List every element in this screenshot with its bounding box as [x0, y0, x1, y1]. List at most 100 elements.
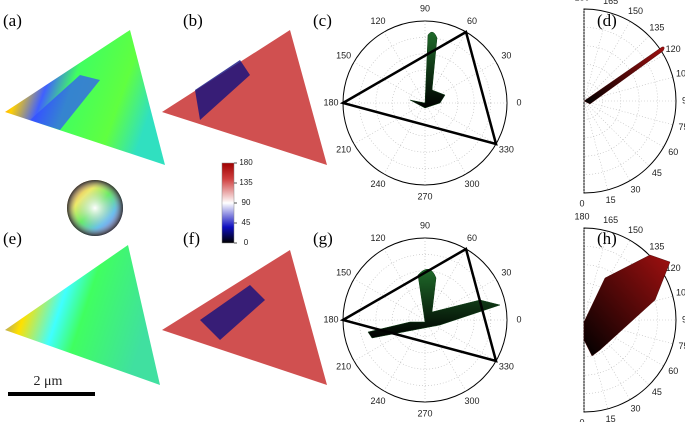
angle-label: 135	[649, 23, 664, 33]
domain	[30, 75, 100, 130]
color-wheel-shade	[67, 180, 123, 236]
polar-frame	[583, 8, 677, 194]
angle-label: 180	[574, 0, 589, 2]
polar-grid-spoke	[424, 319, 467, 392]
colorbar-tick-label: 135	[239, 178, 253, 187]
polar-grid-spoke	[353, 61, 426, 104]
panel-label: (f)	[183, 229, 200, 248]
angle-label: 90	[682, 95, 685, 105]
colorbar	[221, 162, 235, 244]
angle-label: 0	[579, 198, 584, 208]
polar-grid-spoke	[583, 35, 650, 102]
polar-grid-spoke	[583, 100, 664, 148]
angle-map	[162, 30, 327, 165]
angle-label: 165	[603, 0, 618, 6]
angle-label: 60	[668, 366, 678, 376]
angle-label: 270	[417, 408, 432, 418]
angle-label: 240	[370, 179, 385, 189]
polar-grid-ring	[391, 286, 459, 354]
polar-grid-arc	[583, 264, 640, 376]
panel-label: (h)	[597, 229, 617, 248]
panel-label: (g)	[313, 229, 333, 248]
angle-label: 330	[499, 361, 514, 371]
polar-grid-arc	[583, 246, 658, 394]
panel-label: (e)	[3, 229, 22, 248]
angle-label: 300	[464, 179, 479, 189]
angle-label: 120	[666, 263, 681, 273]
angle-label: 0	[516, 97, 521, 107]
angle-label: 0	[579, 417, 584, 422]
angle-label: 165	[603, 215, 618, 225]
orientation-map	[5, 245, 160, 385]
angle-label: 15	[606, 414, 616, 422]
panel-label: (b)	[183, 11, 203, 30]
panel-label: (a)	[3, 11, 22, 30]
angle-label: 30	[630, 185, 640, 195]
angle-label: 75	[678, 341, 685, 351]
angle-label: 105	[676, 288, 685, 298]
angle-label: 300	[464, 396, 479, 406]
angle-label: 90	[420, 220, 430, 230]
crystal-triangle	[339, 247, 498, 363]
angle-label: 75	[678, 122, 685, 132]
polar-frame	[583, 227, 677, 413]
polar-grid-ring	[391, 69, 459, 137]
angle-label: 15	[606, 195, 616, 205]
polar-grid-spoke	[424, 102, 467, 175]
angle-label: 45	[652, 168, 662, 178]
polar-grid-spoke	[583, 100, 631, 181]
angle-label: 30	[501, 50, 511, 60]
polar-grid-arc	[583, 27, 658, 175]
angle-label: 180	[323, 314, 338, 324]
angle-label: 120	[666, 44, 681, 54]
angle-label: 150	[336, 50, 351, 60]
colorbar-tick-label: 180	[239, 158, 253, 167]
angle-label: 90	[420, 3, 430, 13]
polar-grid-ring	[359, 37, 491, 169]
polar-grid-spoke	[424, 319, 497, 362]
angle-label: 330	[499, 144, 514, 154]
angle-label: 240	[370, 396, 385, 406]
scale-bar-label: 2 μm	[34, 374, 63, 389]
angle-label: 60	[467, 233, 477, 243]
angle-label: 30	[501, 267, 511, 277]
angle-label: 30	[630, 404, 640, 414]
crystal-triangle	[339, 30, 498, 146]
panel-label: (d)	[597, 11, 617, 30]
polar-grid-spoke	[583, 100, 609, 190]
angle-label: 210	[336, 144, 351, 154]
angle-label: 60	[467, 16, 477, 26]
angle-label: 105	[676, 69, 685, 79]
colorbar-tick-label: 45	[242, 218, 251, 227]
polar-grid-ring	[408, 86, 442, 120]
polar-grid-spoke	[583, 231, 609, 321]
rose-lobe	[583, 254, 671, 357]
panel-label: (c)	[313, 11, 332, 30]
angle-label: 120	[370, 16, 385, 26]
angle-label: 45	[652, 387, 662, 397]
angle-label: 150	[628, 6, 643, 16]
colorbar-tick-label: 0	[244, 238, 249, 247]
rose-lobe	[583, 46, 665, 105]
polar-grid-arc	[583, 45, 640, 157]
angle-label: 180	[323, 97, 338, 107]
polar-grid-spoke	[353, 278, 426, 321]
angle-label: 150	[336, 267, 351, 277]
angle-label: 135	[649, 242, 664, 252]
angle-label: 210	[336, 361, 351, 371]
angle-label: 0	[516, 314, 521, 324]
polar-grid-spoke	[583, 100, 650, 167]
angle-label: 90	[682, 314, 685, 324]
domain	[195, 60, 250, 120]
angle-label: 60	[668, 147, 678, 157]
polar-grid-ring	[375, 53, 475, 153]
polar-grid-spoke	[583, 21, 631, 102]
polar-grid-spoke	[383, 102, 426, 175]
rose-lobe	[409, 31, 446, 109]
domain	[200, 285, 265, 340]
polar-grid-spoke	[424, 102, 497, 145]
polar-grid-spoke	[583, 100, 673, 126]
polar-grid-spoke	[583, 12, 609, 102]
angle-label: 150	[628, 225, 643, 235]
